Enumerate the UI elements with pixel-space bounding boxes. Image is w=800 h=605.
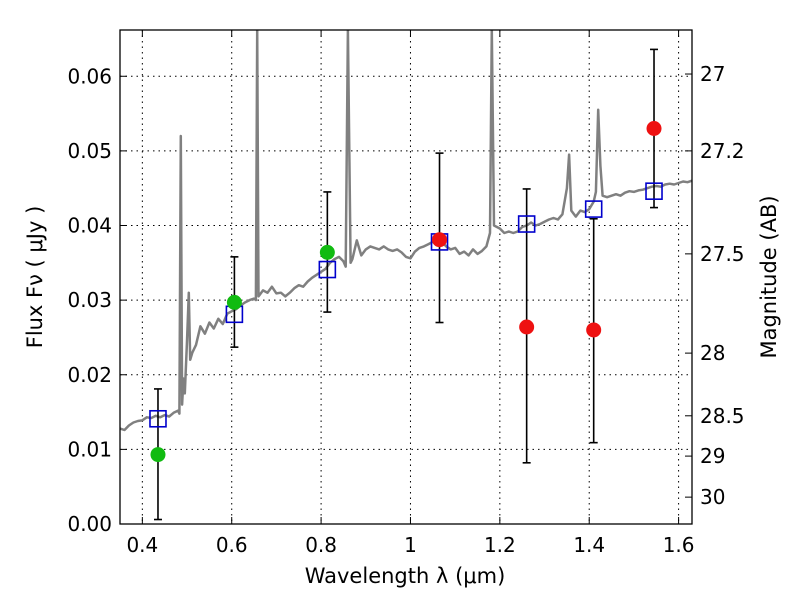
mag-tick-label: 28.5 [700,404,745,428]
model-photometry-square [318,260,337,279]
x-tick-label: 1.4 [573,533,605,557]
x-tick-label: 1 [404,533,417,557]
spectrum-layer [120,30,692,432]
y-tick-label: 0.05 [67,139,112,163]
model-photometry-square [645,182,663,200]
y-tick-label: 0.00 [67,512,112,536]
y-tick-label: 0.01 [67,437,112,461]
mag-tick-label: 27 [700,62,725,86]
plot-frame [119,29,693,525]
observed-point-nondetection [432,232,448,248]
model-spectrum-line [120,30,692,432]
model-photometry-square [584,200,603,218]
x-tick-label: 0.6 [216,533,248,557]
x-tick-label: 1.6 [663,533,695,557]
y-axis-label: Flux Fν ( μJy ) [23,206,47,349]
mag-tick-label: 29 [700,444,725,468]
model-photometry-layer [149,182,663,428]
y2-axis-label: Magnitude (AB) [757,195,781,358]
y-tick-label: 0.06 [67,64,112,88]
x-tick-label: 0.8 [305,533,337,557]
observed-point-detection [150,447,166,463]
mag-tick-label: 30 [700,485,725,509]
x-tick-label: 1.2 [484,533,516,557]
grid [120,30,692,525]
y-tick-label: 0.04 [67,214,112,238]
observed-point-nondetection [646,121,662,137]
observed-point-detection [319,244,335,260]
mag-tick-label: 27.2 [700,139,745,163]
x-tick-label: 0.4 [126,533,158,557]
model-photometry-square [517,215,536,233]
observed-point-detection [226,294,242,310]
observed-point-nondetection [519,319,535,335]
observed-photometry-layer [150,121,662,463]
y-tick-label: 0.03 [67,288,112,312]
observed-point-nondetection [586,322,602,338]
mag-tick-label: 27.5 [700,242,745,266]
x-axis-label: Wavelength λ (μm) [305,564,506,588]
axes: 0.4 0.6 0.8 1 1.2 1.4 1.6 0.00 0.01 0.02 0.03 0.04 0… [67,30,745,557]
model-photometry-square [149,409,167,428]
mag-tick-label: 28 [700,341,725,365]
y-tick-label: 0.02 [67,363,112,387]
